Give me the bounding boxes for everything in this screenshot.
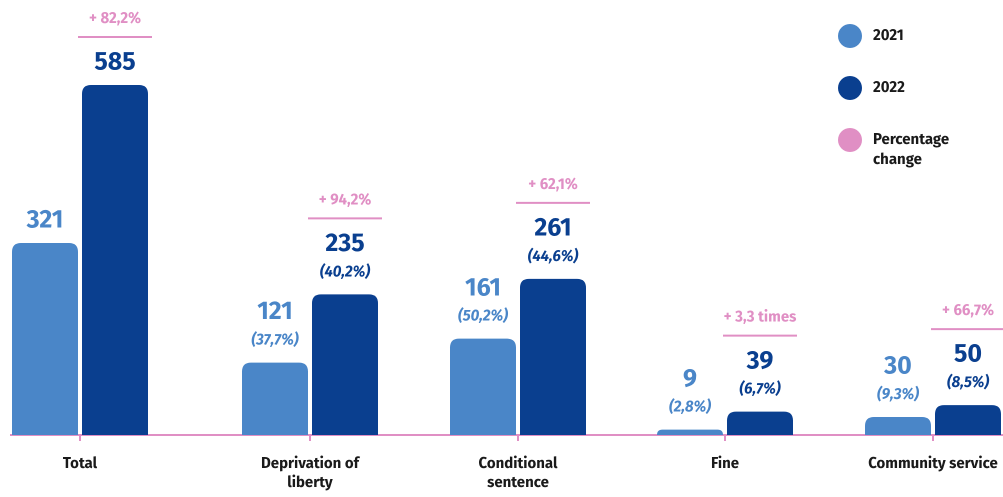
legend-swatch — [838, 76, 862, 100]
legend-label: 2022 — [873, 78, 905, 96]
bar — [935, 405, 1001, 435]
value-label: 9 — [683, 363, 697, 393]
share-label: (2,8%) — [669, 398, 711, 416]
bar — [520, 278, 586, 435]
share-label: (8,5%) — [947, 373, 989, 391]
value-label: 235 — [325, 228, 364, 258]
value-label: 321 — [26, 205, 64, 235]
share-label: (44,6%) — [528, 247, 579, 265]
value-label: 121 — [257, 296, 293, 326]
category-label: Community service — [868, 454, 998, 472]
bar — [12, 242, 78, 435]
share-label: (37,7%) — [251, 331, 299, 349]
legend-label: Percentage change — [873, 130, 949, 168]
change-label: + 66,7% — [942, 301, 994, 319]
bar — [242, 362, 308, 435]
bar — [82, 85, 148, 435]
bar — [727, 411, 793, 435]
legend-label: 2021 — [873, 26, 904, 44]
category-label: Conditional sentence — [478, 454, 558, 491]
value-label: 50 — [954, 339, 982, 369]
change-label: + 62,1% — [528, 175, 578, 193]
value-label: 30 — [883, 351, 912, 381]
value-label: 261 — [534, 212, 571, 242]
share-label: (6,7%) — [739, 380, 780, 398]
share-label: (9,3%) — [877, 385, 919, 403]
legend-swatch — [838, 24, 862, 48]
change-label: + 3,3 times — [724, 308, 797, 326]
bar — [657, 429, 723, 435]
share-label: (50,2%) — [458, 307, 508, 325]
category-label: Deprivation of liberty — [261, 454, 359, 491]
share-label: (40,2%) — [320, 262, 370, 280]
bar — [865, 417, 931, 435]
legend-swatch — [838, 128, 862, 152]
change-label: + 82,2% — [89, 9, 141, 27]
bar — [450, 338, 516, 435]
bar — [312, 294, 378, 435]
value-label: 161 — [465, 272, 501, 302]
value-label: 39 — [746, 345, 774, 375]
category-label: Total — [62, 454, 98, 472]
value-label: 585 — [94, 47, 135, 77]
change-label: + 94,2% — [319, 190, 372, 208]
category-label: Fine — [710, 454, 740, 472]
